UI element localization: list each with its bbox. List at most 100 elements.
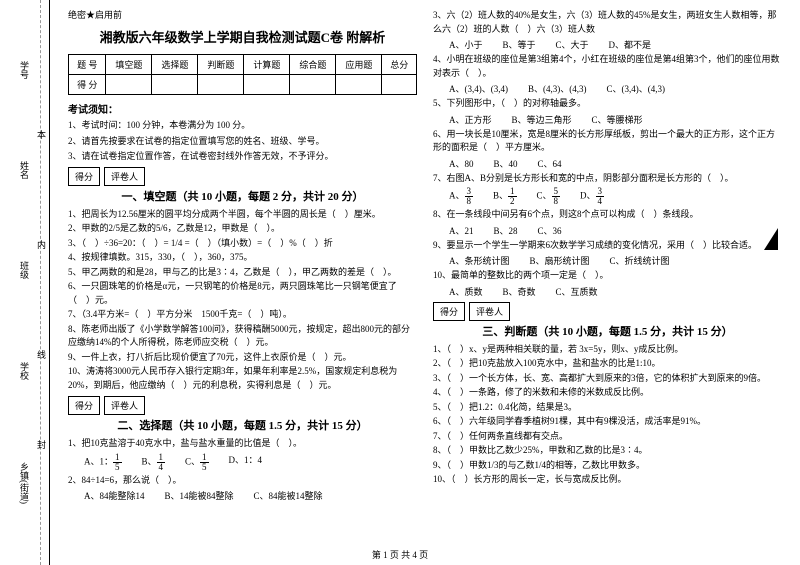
score-cell[interactable]	[382, 75, 417, 95]
score-box: 得分	[433, 302, 465, 321]
page-footer: 第 1 页 共 4 页	[372, 548, 428, 561]
opt-a: A、条形统计图	[449, 254, 510, 267]
notice-item: 1、考试时间：100 分钟，本卷满分为 100 分。	[68, 119, 417, 132]
paper-title: 湘教版六年级数学上学期自我检测试题C卷 附解析	[68, 27, 417, 46]
seal-mark-0: 本	[35, 130, 48, 139]
opt-c: C、等腰梯形	[592, 113, 643, 126]
score-cell[interactable]	[290, 75, 336, 95]
score-box: 得分	[68, 167, 100, 186]
gutter-field-1: 姓名	[18, 161, 31, 179]
score-header: 综合题	[290, 55, 336, 75]
score-cell[interactable]	[336, 75, 382, 95]
opt-b: B、等边三角形	[512, 113, 572, 126]
judge-q: 7、（ ）任何两条直线都有交点。	[433, 430, 782, 444]
opt-a: A、21	[449, 224, 474, 237]
choice-opts: A、质数 B、奇数 C、互质数	[449, 285, 782, 298]
opt-c: C、36	[538, 224, 562, 237]
score-cell[interactable]	[152, 75, 198, 95]
choice-opts: A、(3,4)、(3,4) B、(4,3)、(4,3) C、(3,4)、(4,3…	[449, 82, 782, 95]
opt-c: C、15	[185, 453, 209, 472]
opt-b: B、奇数	[503, 285, 536, 298]
choice-q: 7、右图A、B分别是长方形长和宽的中点，阴影部分面积是长方形的（ ）。	[433, 172, 782, 186]
choice-opts: A、84能整除14 B、14能被84整除 C、84能被14整除	[84, 489, 417, 502]
choice-opts: A、条形统计图 B、扇形统计图 C、折线统计图	[449, 254, 782, 267]
notice-heading: 考试须知：	[68, 101, 417, 116]
opt-a: A、80	[449, 157, 474, 170]
choice-q: 4、小明在班级的座位是第3组第4个，小红在班级的座位是第4组第3个，他们的座位用…	[433, 53, 782, 80]
opt-b: B、14能被84整除	[165, 489, 234, 502]
confidential-tag: 绝密★启用前	[68, 8, 417, 21]
score-table: 题 号 填空题 选择题 判断题 计算题 综合题 应用题 总分 得 分	[68, 54, 417, 95]
opt-c: C、折线统计图	[610, 254, 670, 267]
score-header: 选择题	[152, 55, 198, 75]
judge-q: 4、（ ）一条路，修了的米数和未修的米数成反比例。	[433, 386, 782, 400]
notice-item: 3、请在试卷指定位置作答，在试卷密封线外作答无效，不予评分。	[68, 150, 417, 163]
left-column: 绝密★启用前 湘教版六年级数学上学期自我检测试题C卷 附解析 题 号 填空题 选…	[60, 8, 425, 557]
choice-opts: A、21 B、28 C、36	[449, 224, 782, 237]
opt-a: A、小于	[449, 38, 483, 51]
choice-q: 6、用一块长是10厘米，宽是8厘米的长方形厚纸板，剪出一个最大的正方形，这个正方…	[433, 128, 782, 155]
opt-b: B、12	[493, 187, 517, 206]
gutter-field-3: 学校	[18, 362, 31, 380]
choice-opts: A、1：15 B、14 C、15 D、1：4	[84, 453, 417, 472]
opt-b: B、扇形统计图	[530, 254, 590, 267]
opt-d: D、1：4	[229, 453, 263, 472]
section-1-title: 一、填空题（共 10 小题，每题 2 分，共计 20 分）	[68, 188, 417, 204]
gutter-field-0: 学号	[18, 61, 31, 79]
dashed-line	[40, 0, 41, 565]
score-header: 总分	[382, 55, 417, 75]
judge-box: 评卷人	[104, 396, 145, 415]
opt-c: C、(3,4)、(4,3)	[607, 82, 666, 95]
fill-q: 7、（3.4平方米=（ ）平方分米 1500千克=（ ）吨）。	[68, 308, 417, 322]
fill-q: 3、（ ）÷36=20：（ ）= 1/4 =（ ）（填小数）=（ ）%（ ）折	[68, 237, 417, 251]
score-header: 计算题	[244, 55, 290, 75]
opt-a: A、1：15	[84, 453, 122, 472]
fill-q: 8、陈老师出版了《小学数学解答100问》，获得稿酬5000元，按规定，超出800…	[68, 323, 417, 350]
opt-c: C、58	[537, 187, 561, 206]
choice-q: 3、六（2）班人数的40%是女生，六（3）班人数的45%是女生，两班女生人数相等…	[433, 9, 782, 36]
opt-b: B、40	[494, 157, 518, 170]
opt-b: B、14	[142, 453, 166, 472]
score-cell[interactable]	[198, 75, 244, 95]
opt-a: A、质数	[449, 285, 483, 298]
score-cell[interactable]	[244, 75, 290, 95]
judge-q: 2、（ ）把10克盐放入100克水中，盐和盐水的比是1:10。	[433, 357, 782, 371]
choice-q: 8、在一条线段中间另有6个点，则这8个点可以构成（ ）条线段。	[433, 208, 782, 222]
binding-gutter: 学号 姓名 本 班级 内 学校 线 封 乡镇(街道)	[0, 0, 50, 565]
fill-q: 1、把周长为12.56厘米的圆平均分成两个半圆，每个半圆的周长是（ ）厘米。	[68, 208, 417, 222]
score-cell[interactable]	[106, 75, 152, 95]
seal-mark-2: 线	[35, 350, 48, 359]
choice-q: 10、最简单的整数比的两个项一定是（ ）。	[433, 269, 782, 283]
choice-opts: A、小于 B、等于 C、大于 D、都不是	[449, 38, 782, 51]
rubric-box: 得分 评卷人	[433, 302, 782, 321]
rubric-box: 得分 评卷人	[68, 167, 417, 186]
judge-q: 3、（ ）一个长方体，长、宽、高都扩大到原来的3倍，它的体积扩大到原来的9倍。	[433, 372, 782, 386]
score-row-label: 得 分	[69, 75, 106, 95]
score-header: 填空题	[106, 55, 152, 75]
judge-q: 6、（ ）六年级同学春季植树91棵，其中有9棵没活，成活率是91%。	[433, 415, 782, 429]
opt-d: D、都不是	[609, 38, 652, 51]
fill-q: 5、甲乙两数的和是28，甲与乙的比是3∶4，乙数是（ ），甲乙两数的差是（ ）。	[68, 266, 417, 280]
opt-a: A、(3,4)、(3,4)	[449, 82, 508, 95]
score-header: 应用题	[336, 55, 382, 75]
judge-q: 5、（ ）把1.2：0.4化简，结果是3。	[433, 401, 782, 415]
fill-q: 4、按规律填数。315，330，（ ），360，375。	[68, 251, 417, 265]
opt-c: C、互质数	[556, 285, 598, 298]
gutter-field-2: 班级	[18, 261, 31, 279]
seal-mark-1: 内	[35, 240, 48, 249]
choice-q: 9、要显示一个学生一学期来6次数学学习成绩的变化情况，采用（ ）比较合适。	[433, 239, 782, 253]
judge-box: 评卷人	[469, 302, 510, 321]
opt-b: B、等于	[503, 38, 536, 51]
judge-q: 9、（ ）甲数1/3的与乙数1/4的相等，乙数比甲数多。	[433, 459, 782, 473]
judge-box: 评卷人	[104, 167, 145, 186]
opt-a: A、38	[449, 187, 473, 206]
rubric-box: 得分 评卷人	[68, 396, 417, 415]
fill-q: 9、一件上衣，打八折后比现价便宜了70元，这件上衣原价是（ ）元。	[68, 351, 417, 365]
section-3-title: 三、判断题（共 10 小题，每题 1.5 分，共计 15 分）	[433, 323, 782, 339]
opt-c: C、64	[538, 157, 562, 170]
triangle-figure	[764, 228, 778, 250]
seal-mark-3: 封	[35, 440, 48, 449]
choice-opts: A、正方形 B、等边三角形 C、等腰梯形	[449, 113, 782, 126]
opt-b: B、28	[494, 224, 518, 237]
fill-q: 10、涛涛将3000元人民币存入银行定期3年，如果年利率是2.5%，国家规定利息…	[68, 365, 417, 392]
